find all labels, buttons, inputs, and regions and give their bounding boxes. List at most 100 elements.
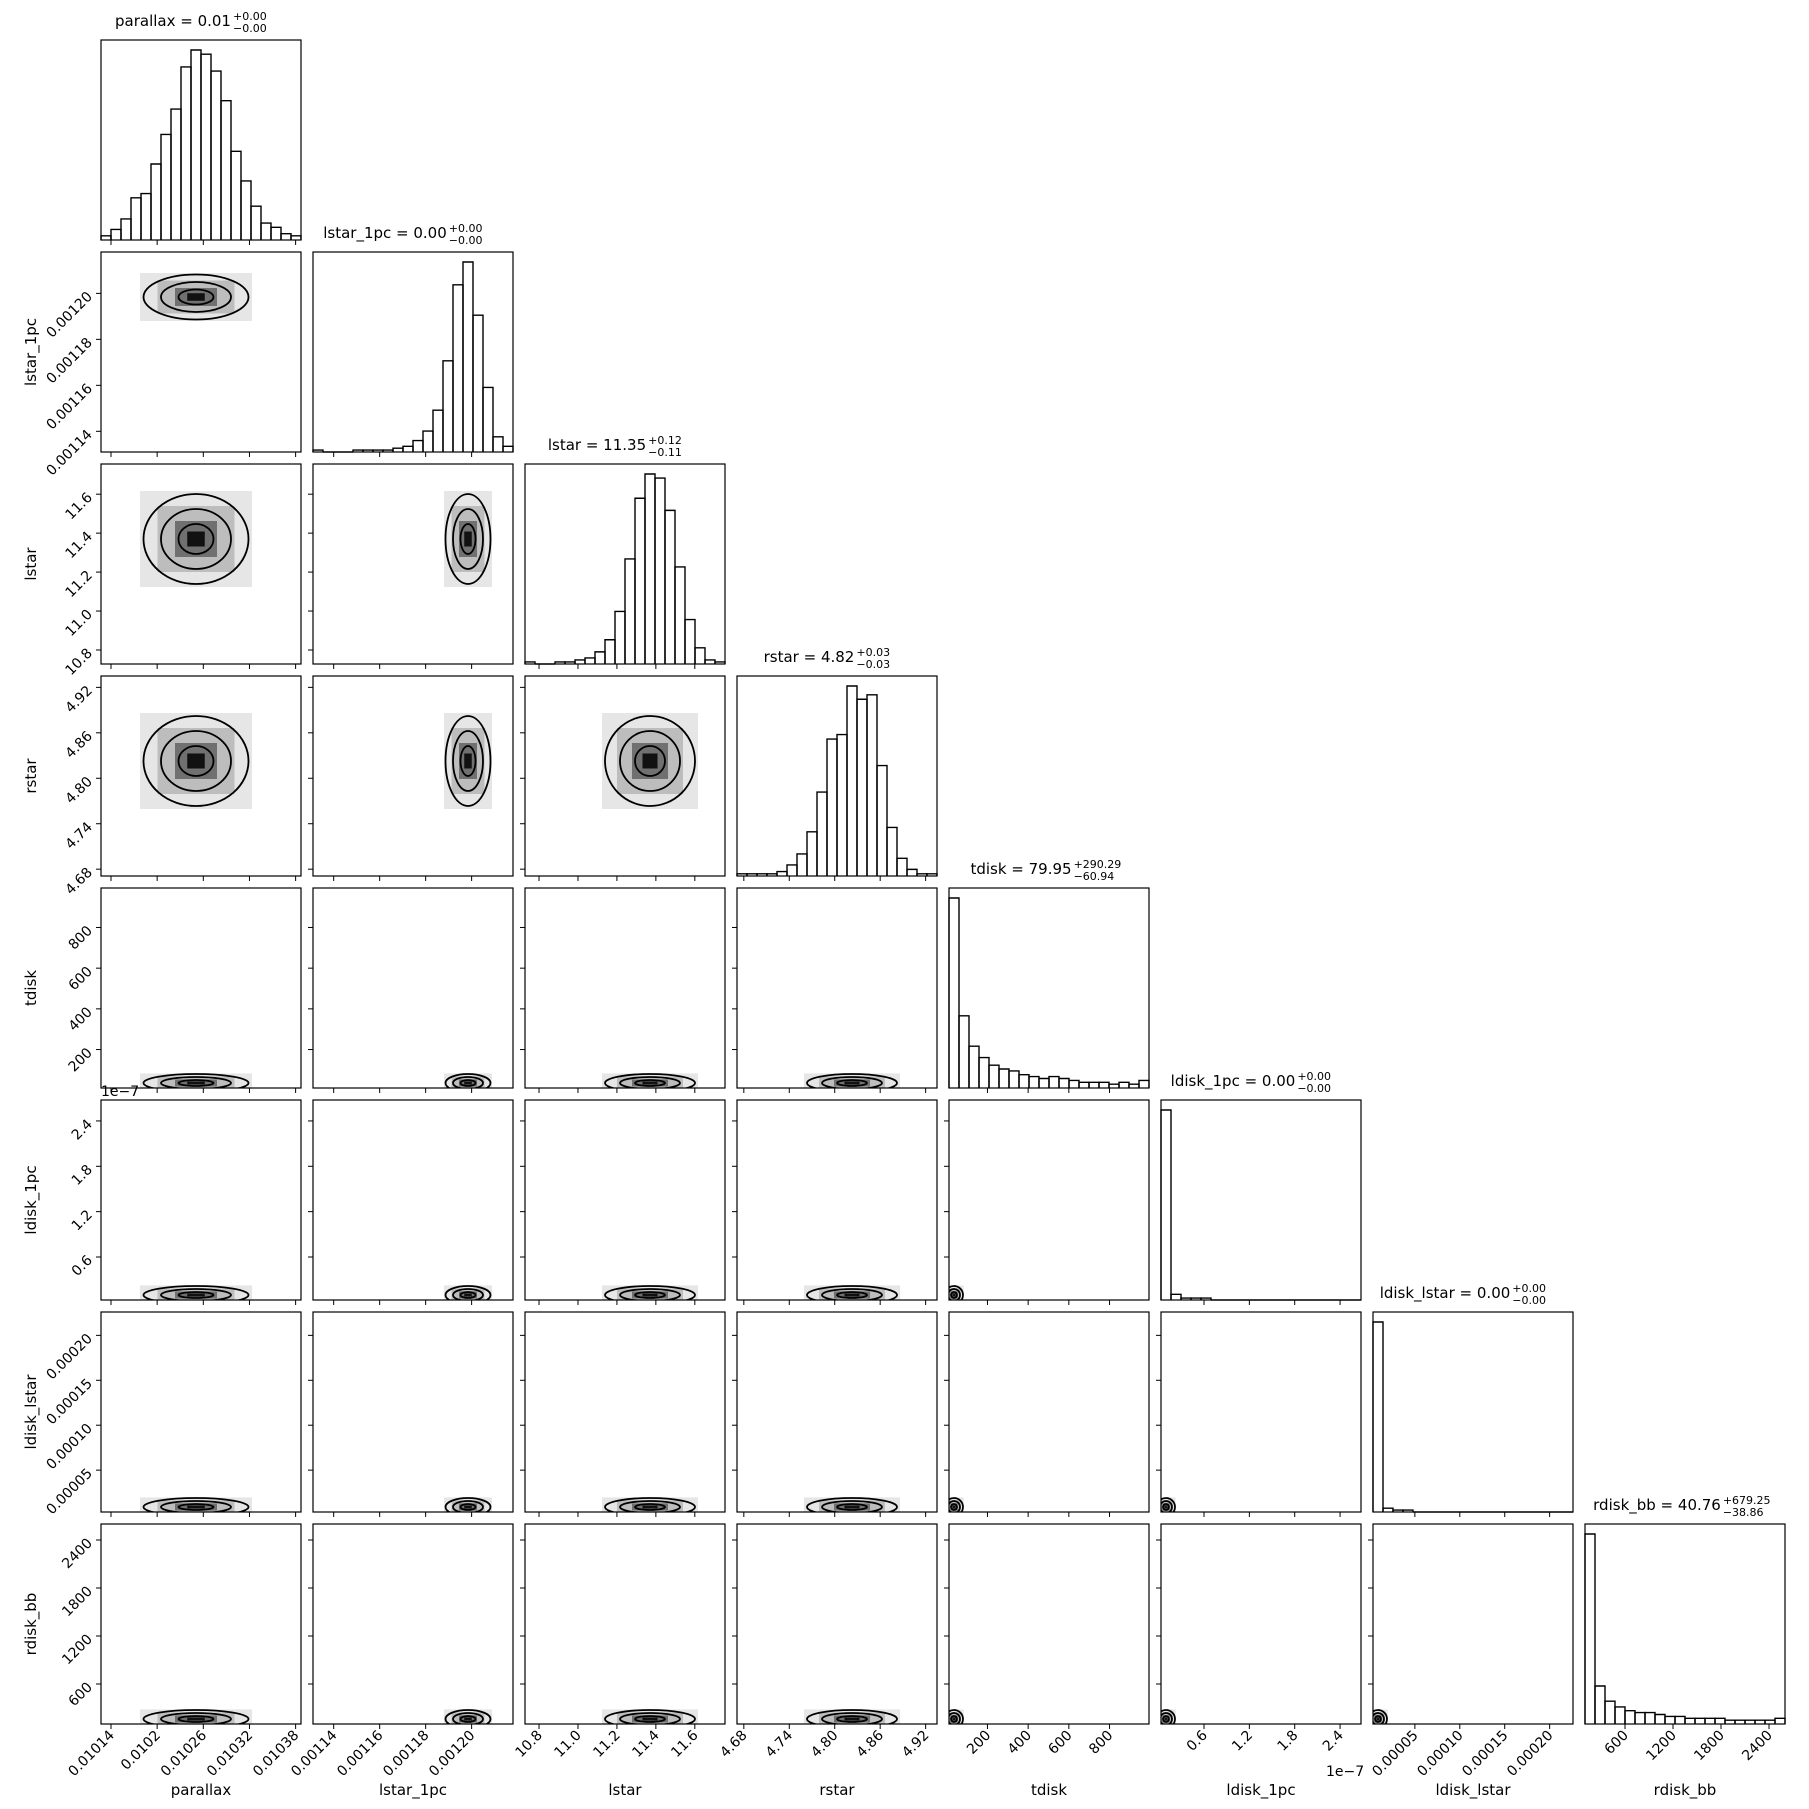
- density-panel: [949, 1285, 964, 1300]
- histogram-bin: [1098, 1081, 1110, 1088]
- panel-frame: [100, 251, 302, 453]
- histogram-bin: [1664, 1715, 1676, 1724]
- contour: [444, 1073, 492, 1088]
- x-tick-label: 800: [1086, 1728, 1116, 1758]
- panel-frame: [948, 1523, 1150, 1725]
- contour: [1162, 1503, 1170, 1511]
- x-tick-label: 11.2: [590, 1728, 623, 1761]
- histogram-bin: [1078, 1081, 1090, 1088]
- panel-frame: [524, 1311, 726, 1513]
- contour: [459, 1291, 477, 1299]
- x-tick-label: 4.68: [717, 1728, 750, 1761]
- contour: [177, 1715, 215, 1723]
- title-lower: −0.00: [449, 234, 483, 247]
- density-cell: [464, 1081, 472, 1085]
- density-panel: [444, 1073, 492, 1088]
- density-panel: [949, 1497, 964, 1512]
- histogram-bin: [1018, 1074, 1030, 1088]
- title-lower: −38.86: [1723, 1506, 1764, 1519]
- panel-title: lstar_1pc = 0.00: [323, 224, 447, 243]
- y-tick-label: 0.6: [69, 1252, 96, 1279]
- histogram-bin: [1584, 1533, 1596, 1724]
- density-panel: [140, 1709, 252, 1724]
- histogram-bin: [826, 738, 838, 876]
- panel-frame: [312, 887, 514, 1089]
- histogram-bin: [432, 409, 444, 452]
- x-tick-label: 4.80: [808, 1728, 841, 1761]
- histogram-bin: [160, 133, 172, 240]
- density-cell: [187, 1293, 205, 1297]
- histogram-bin: [816, 791, 828, 876]
- histogram-bin: [280, 232, 292, 240]
- y-tick-label: 2.4: [69, 1116, 96, 1143]
- panel-frame: [312, 675, 514, 877]
- x-axis-label: lstar_1pc: [379, 1781, 447, 1800]
- contour: [949, 1285, 964, 1300]
- histogram-bin: [120, 218, 132, 240]
- contour: [1161, 1712, 1173, 1724]
- y-tick-label: 0.00020: [44, 1331, 96, 1383]
- panel-frame: [736, 1311, 938, 1513]
- contour: [160, 1712, 232, 1724]
- panel-frame: [1584, 1523, 1786, 1725]
- contour: [949, 1712, 961, 1724]
- contour: [604, 715, 696, 807]
- y-tick-label: 11.4: [62, 529, 95, 562]
- contour: [452, 1288, 484, 1300]
- y-tick-label: 1800: [59, 1584, 96, 1621]
- histogram-bin: [896, 857, 908, 876]
- density-panel: [602, 1285, 698, 1300]
- histogram-bin: [1714, 1717, 1726, 1724]
- contour: [452, 1500, 484, 1512]
- contour: [634, 1079, 666, 1087]
- density-cell: [187, 1717, 205, 1721]
- x-tick-label: 1200: [1643, 1728, 1680, 1765]
- density-cell: [844, 1081, 860, 1085]
- histogram-bin: [1644, 1711, 1656, 1724]
- panel-title: parallax = 0.01: [115, 12, 231, 30]
- title-upper: +0.00: [449, 222, 483, 235]
- contour: [444, 1709, 492, 1724]
- density-panel: [140, 491, 252, 587]
- y-tick-label: 200: [66, 1045, 96, 1075]
- panel-frame: [948, 887, 1150, 1089]
- density-cell: [464, 753, 472, 769]
- panel-title: rstar = 4.82: [764, 648, 855, 666]
- histogram-bin: [150, 163, 162, 240]
- histogram-bin: [614, 610, 626, 664]
- density-panel: [602, 713, 698, 809]
- histogram-bin: [482, 386, 494, 452]
- x-tick-label: 1.8: [1274, 1728, 1301, 1755]
- density-panel: [140, 713, 252, 809]
- density-cell: [187, 1081, 205, 1085]
- histogram-bin: [978, 1056, 990, 1088]
- panel-frame: [1160, 1523, 1362, 1725]
- density-cell: [187, 1505, 205, 1509]
- density-cell: [187, 293, 205, 301]
- title-upper: +0.00: [1297, 1070, 1331, 1083]
- contour: [634, 745, 666, 777]
- density-panel: [444, 1285, 492, 1300]
- panel-title: lstar = 11.35: [548, 436, 646, 454]
- contour: [142, 273, 250, 321]
- contour: [619, 730, 681, 792]
- density-panel: [804, 1073, 900, 1088]
- density-panel: [602, 1497, 698, 1512]
- histogram-bin: [1654, 1713, 1666, 1724]
- y-tick-label: 800: [66, 923, 96, 953]
- histogram-bin: [210, 70, 222, 240]
- contour: [950, 1715, 958, 1723]
- contour: [444, 1497, 492, 1512]
- title-upper: +679.25: [1723, 1494, 1771, 1507]
- histogram-bin: [1068, 1079, 1080, 1088]
- density-cell: [464, 1293, 472, 1297]
- title-lower: −0.00: [1512, 1294, 1546, 1307]
- x-tick-label: 0.00010: [1414, 1728, 1466, 1780]
- histogram-bin: [1674, 1715, 1686, 1724]
- density-cell: [1376, 1717, 1380, 1721]
- density-panel: [444, 1497, 492, 1512]
- x-tick-label: 10.8: [512, 1728, 545, 1761]
- contour: [160, 1288, 232, 1300]
- density-panel: [140, 1285, 252, 1300]
- x-tick-label: 0.01032: [204, 1728, 256, 1780]
